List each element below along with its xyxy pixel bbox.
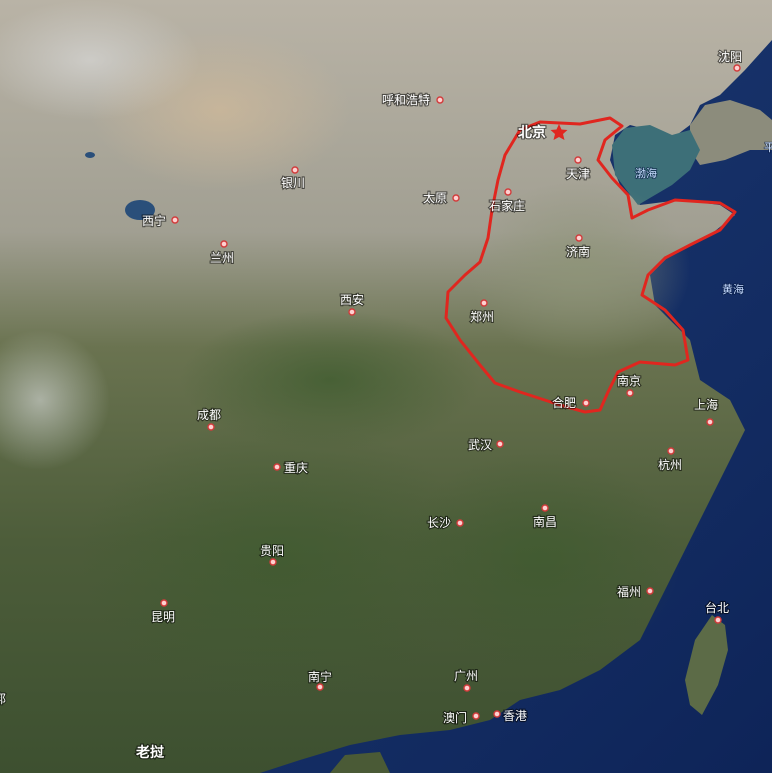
city-label-xining: 西宁 — [142, 213, 166, 228]
city-dot — [220, 240, 228, 248]
city-label-xianggang: 香港 — [503, 709, 527, 723]
city-label-zhengzhou: 郑州 — [470, 309, 494, 324]
city-dot — [171, 216, 179, 224]
city-label-shijiazhuang: 石家庄 — [489, 198, 525, 213]
city-dot — [714, 616, 722, 624]
city-label-jinan: 济南 — [566, 244, 590, 259]
city-label-taibei: 台北 — [705, 600, 729, 615]
city-dot — [493, 710, 501, 718]
city-label-nanjing: 南京 — [617, 373, 641, 388]
city-dot — [626, 389, 634, 397]
city-label-huhehaote: 呼和浩特 — [382, 92, 430, 107]
city-dot — [472, 712, 480, 720]
city-dot — [574, 156, 582, 164]
city-dot — [733, 64, 741, 72]
city-dot — [273, 463, 281, 471]
city-label-tianjin: 天津 — [566, 167, 590, 181]
beijing-capital-star — [550, 124, 568, 140]
highlighted-region-outline — [444, 116, 737, 414]
city-label-shenyang: 沈阳 — [718, 49, 742, 64]
city-label-guangzhou: 广州 — [454, 669, 478, 683]
city-dot — [667, 447, 675, 455]
city-dot — [575, 234, 583, 242]
city-label-shanghai: 上海 — [694, 397, 718, 412]
city-label-kunming: 昆明 — [151, 610, 175, 624]
city-dot — [160, 599, 168, 607]
city-dot — [582, 399, 590, 407]
city-label-aomen: 澳门 — [443, 710, 467, 725]
city-dot — [348, 308, 356, 316]
city-label-lanzhou: 兰州 — [210, 251, 234, 265]
city-dot — [496, 440, 504, 448]
taiwan-island — [685, 615, 728, 715]
edge-label-right: 平 — [764, 141, 772, 154]
edge-label-left: 郛 — [0, 692, 6, 706]
city-dot — [646, 587, 654, 595]
city-label-fuzhou: 福州 — [617, 584, 641, 599]
city-label-wuhan: 武汉 — [468, 438, 492, 452]
city-label-hefei: 合肥 — [552, 395, 576, 410]
country-label-laowo: 老挝 — [136, 744, 165, 761]
sea-label-bohai: 渤海 — [635, 166, 657, 180]
city-label-xian: 西安 — [340, 292, 364, 307]
liaodong-peninsula — [690, 100, 772, 165]
city-dot — [316, 683, 324, 691]
city-label-guiyang: 贵阳 — [260, 544, 284, 558]
city-dot — [436, 96, 444, 104]
city-dot — [452, 194, 460, 202]
city-label-nanchang: 南昌 — [533, 514, 557, 529]
city-label-hangzhou: 杭州 — [658, 457, 682, 472]
city-label-taiyuan: 太原 — [423, 190, 447, 205]
bohai-sea — [612, 125, 700, 205]
city-label-chengdu: 成都 — [197, 408, 221, 422]
city-dot — [456, 519, 464, 527]
city-labels: 沈阳 呼和浩特 北京 银川 天津 太原 石家庄 西宁 兰州 济南 西安 郑州 南… — [135, 48, 743, 762]
city-label-chongqing: 重庆 — [284, 461, 308, 475]
city-label-changsha: 长沙 — [427, 516, 451, 530]
city-dot — [269, 558, 277, 566]
city-dot — [504, 188, 512, 196]
city-dot — [291, 166, 299, 174]
city-dots — [160, 64, 741, 720]
city-label-nanning: 南宁 — [308, 669, 332, 684]
city-dot — [706, 418, 714, 426]
city-dot — [541, 504, 549, 512]
city-label-beijing: 北京 — [518, 124, 546, 141]
sea-label-huanghai: 黄海 — [722, 282, 744, 296]
city-dot — [480, 299, 488, 307]
city-label-yinchuan: 银川 — [281, 176, 305, 190]
city-dot — [207, 423, 215, 431]
city-dot — [463, 684, 471, 692]
